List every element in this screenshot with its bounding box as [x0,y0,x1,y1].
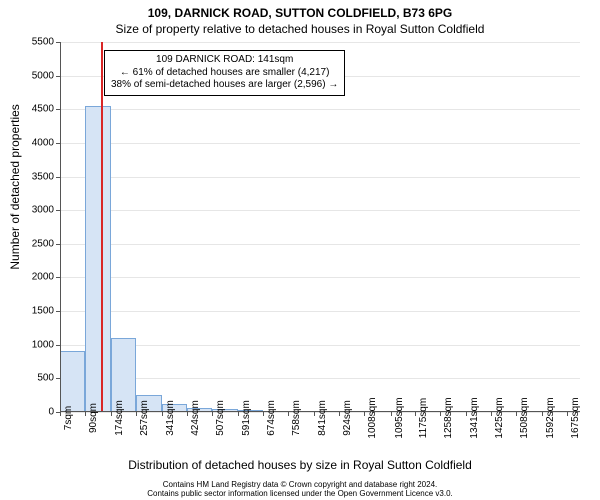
x-tick-label: 1508sqm [519,397,530,438]
annotation-line-2: ← 61% of detached houses are smaller (4,… [111,67,338,80]
annotation-line-1: 109 DARNICK ROAD: 141sqm [111,54,338,67]
x-tick-region: 7sqm90sqm174sqm257sqm341sqm424sqm507sqm5… [60,412,580,462]
x-tick-mark [85,412,86,416]
y-tick-label: 2500 [14,238,54,249]
y-tick-label: 1500 [14,306,54,317]
grid-line [60,244,580,245]
grid-line [60,42,580,43]
y-tick-label: 5500 [14,37,54,48]
x-tick-label: 1258sqm [443,397,454,438]
x-tick-mark [187,412,188,416]
x-tick-mark [111,412,112,416]
x-tick-mark [466,412,467,416]
y-axis-line [60,42,61,412]
grid-line [60,277,580,278]
y-tick-label: 500 [14,373,54,384]
grid-line [60,345,580,346]
x-tick-label: 758sqm [291,400,302,436]
y-tick-label: 4500 [14,104,54,115]
x-tick-mark [238,412,239,416]
x-tick-label: 507sqm [215,400,226,436]
y-tick-label: 3000 [14,205,54,216]
x-tick-mark [60,412,61,416]
x-tick-mark [542,412,543,416]
x-tick-mark [339,412,340,416]
grid-line [60,109,580,110]
x-tick-label: 591sqm [241,400,252,436]
x-tick-mark [516,412,517,416]
x-tick-mark [263,412,264,416]
x-tick-label: 341sqm [165,400,176,436]
plot-area: 109 DARNICK ROAD: 141sqm ← 61% of detach… [60,42,580,412]
x-tick-label: 7sqm [63,406,74,430]
x-axis-label: Distribution of detached houses by size … [0,458,600,472]
x-tick-mark [212,412,213,416]
x-tick-label: 257sqm [139,400,150,436]
x-tick-mark [288,412,289,416]
footer-line-1: Contains HM Land Registry data © Crown c… [0,480,600,489]
x-tick-label: 1095sqm [394,397,405,438]
x-tick-mark [567,412,568,416]
histogram-bar [85,106,111,412]
chart-footer: Contains HM Land Registry data © Crown c… [0,480,600,498]
x-tick-label: 1008sqm [367,397,378,438]
x-tick-label: 674sqm [266,400,277,436]
footer-line-2: Contains public sector information licen… [0,489,600,498]
x-tick-label: 1425sqm [494,397,505,438]
grid-line [60,311,580,312]
chart-subtitle: Size of property relative to detached ho… [0,22,600,36]
y-tick-label: 4000 [14,137,54,148]
x-tick-mark [364,412,365,416]
y-tick-label: 0 [14,407,54,418]
x-tick-mark [491,412,492,416]
grid-line [60,378,580,379]
marker-line [101,42,103,412]
annotation-line-3: 38% of semi-detached houses are larger (… [111,79,338,92]
grid-line [60,210,580,211]
x-tick-mark [440,412,441,416]
x-tick-mark [391,412,392,416]
x-tick-mark [314,412,315,416]
x-tick-label: 174sqm [114,400,125,436]
x-tick-label: 924sqm [342,400,353,436]
annotation-box: 109 DARNICK ROAD: 141sqm ← 61% of detach… [104,50,345,96]
x-tick-mark [162,412,163,416]
chart-title: 109, DARNICK ROAD, SUTTON COLDFIELD, B73… [0,0,600,20]
grid-line [60,177,580,178]
y-tick-label: 5000 [14,70,54,81]
grid-line [60,143,580,144]
x-tick-label: 1175sqm [418,398,429,438]
x-tick-label: 841sqm [317,400,328,436]
histogram-bar [60,351,85,412]
x-tick-mark [136,412,137,416]
x-tick-label: 1592sqm [545,397,556,438]
x-tick-label: 1675sqm [570,397,581,438]
y-tick-label: 2000 [14,272,54,283]
x-tick-label: 1341sqm [469,397,480,438]
y-tick-label: 3500 [14,171,54,182]
chart-container: 109, DARNICK ROAD, SUTTON COLDFIELD, B73… [0,0,600,500]
x-tick-mark [415,412,416,416]
x-tick-label: 90sqm [88,403,99,433]
y-tick-label: 1000 [14,339,54,350]
x-tick-label: 424sqm [190,400,201,436]
